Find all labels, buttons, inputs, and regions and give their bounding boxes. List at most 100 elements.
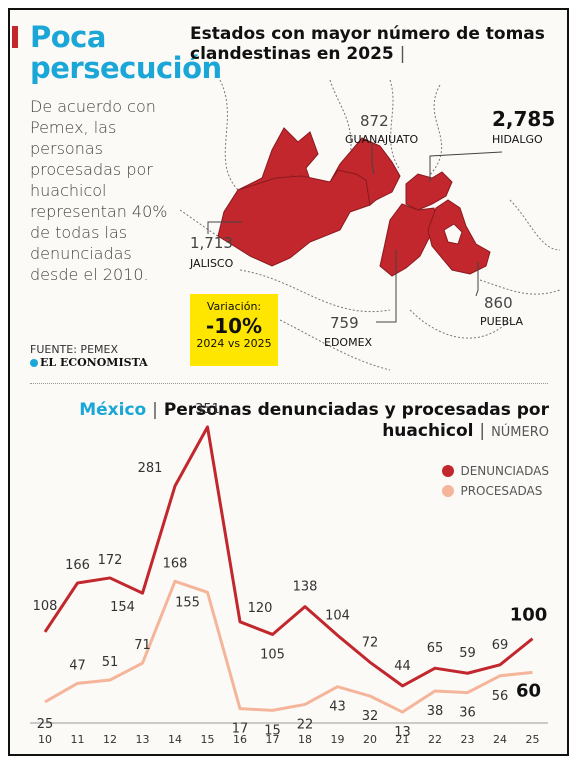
- data-label-procesadas: 51: [102, 655, 119, 670]
- section-divider: [30, 383, 548, 384]
- chart-title-text: Personas denunciadas y procesadas por hu…: [163, 400, 549, 441]
- state-value-guanajuato: 872: [360, 112, 389, 130]
- data-label-denunciadas: 65: [427, 641, 444, 656]
- data-label-procesadas: 43: [329, 700, 346, 715]
- state-borders: [180, 80, 560, 371]
- x-tick-label: 23: [461, 733, 475, 746]
- state-name-hidalgo: HIDALGO: [492, 133, 543, 146]
- data-label-procesadas: 13: [394, 725, 411, 740]
- x-tick-label: 10: [38, 733, 52, 746]
- data-label-denunciadas: 281: [138, 461, 163, 476]
- map-labels: 2,785 HIDALGO 1,713 JALISCO 872 GUANAJUA…: [189, 107, 555, 349]
- state-value-hidalgo: 2,785: [492, 107, 555, 131]
- x-tick-label: 20: [363, 733, 377, 746]
- x-tick-label: 11: [71, 733, 85, 746]
- data-label-procesadas: 71: [134, 638, 151, 653]
- data-label-denunciadas: 69: [492, 638, 509, 653]
- leader-lines: [207, 142, 503, 323]
- map-title-text: Estados con mayor número de tomas clande…: [190, 24, 545, 64]
- data-label-denunciadas: 351: [195, 402, 220, 417]
- chart-unit: NÚMERO: [491, 425, 549, 440]
- x-tick-label: 16: [233, 733, 247, 746]
- data-label-procesadas: 56: [492, 689, 509, 704]
- series-line-procesadas: [44, 579, 533, 714]
- x-tick-label: 13: [136, 733, 150, 746]
- chart-title-region: México: [79, 400, 147, 420]
- data-label-denunciadas: 44: [394, 659, 411, 674]
- legend-item-procesadas: PROCESADAS: [442, 484, 549, 498]
- legend-label-denunciadas: DENUNCIADAS: [460, 464, 549, 478]
- state-edomex: [379, 203, 439, 277]
- state-hidalgo: [405, 171, 453, 211]
- chart-legend: DENUNCIADAS PROCESADAS: [442, 464, 549, 504]
- data-label-denunciadas: 100: [510, 605, 548, 626]
- x-tick-label: 19: [331, 733, 345, 746]
- map-title: Estados con mayor número de tomas clande…: [190, 24, 550, 64]
- data-label-denunciadas: 166: [65, 558, 90, 573]
- brand-logo: EL ECONOMISTA: [30, 356, 148, 369]
- data-label-denunciadas: 104: [325, 608, 350, 623]
- data-label-procesadas: 17: [232, 722, 249, 737]
- x-tick-label: 22: [428, 733, 442, 746]
- state-value-jalisco: 1,713: [190, 234, 233, 252]
- chart-title: México | Personas denunciadas y procesad…: [0, 400, 549, 443]
- data-label-procesadas: 32: [362, 709, 379, 724]
- data-label-procesadas: 168: [163, 556, 188, 571]
- x-tick-label: 12: [103, 733, 117, 746]
- chart-title-separator: |: [152, 400, 158, 420]
- x-tick-label: 18: [298, 733, 312, 746]
- state-tlaxcala-gap: [443, 223, 463, 245]
- data-label-denunciadas: 72: [362, 635, 379, 650]
- state-name-edomex: EDOMEX: [324, 336, 373, 349]
- state-guanajuato: [329, 137, 401, 206]
- data-label-procesadas: 25: [37, 717, 54, 732]
- x-tick-label: 17: [266, 733, 280, 746]
- series-line-denunciadas: [43, 425, 534, 688]
- data-label-procesadas: 47: [69, 658, 86, 673]
- legend-swatch-procesadas: [442, 485, 455, 497]
- state-value-puebla: 860: [484, 294, 513, 312]
- x-tick-label: 24: [493, 733, 507, 746]
- variation-period: 2024 vs 2025: [196, 337, 272, 350]
- data-label-denunciadas: 120: [248, 601, 273, 616]
- data-label-denunciadas: 105: [260, 647, 285, 662]
- state-name-guanajuato: GUANAJUATO: [345, 133, 419, 146]
- variation-value: -10%: [205, 314, 263, 338]
- legend-swatch-denunciadas: [442, 465, 455, 477]
- variation-box: Variación: -10% 2024 vs 2025: [190, 294, 278, 366]
- state-name-jalisco: JALISCO: [189, 257, 234, 270]
- headline-accent-bar: [12, 26, 18, 48]
- state-jalisco-south: [217, 169, 371, 267]
- data-label-procesadas: 155: [175, 595, 200, 610]
- data-label-denunciadas: 138: [293, 580, 318, 595]
- mexico-map: 2,785 HIDALGO 1,713 JALISCO 872 GUANAJUA…: [180, 80, 560, 371]
- x-tick-label: 14: [168, 733, 182, 746]
- brand-name: EL ECONOMISTA: [40, 356, 148, 369]
- variation-label: Variación:: [206, 300, 262, 313]
- x-tick-label: 15: [201, 733, 215, 746]
- data-label-denunciadas: 172: [98, 553, 123, 568]
- headline: Poca persecución: [30, 22, 222, 84]
- state-name-puebla: PUEBLA: [480, 315, 524, 328]
- title-separator: |: [399, 44, 406, 64]
- unit-separator: |: [479, 421, 486, 441]
- data-label-procesadas: 38: [427, 704, 444, 719]
- intro-text: De acuerdo con Pemex, las personas proce…: [30, 97, 168, 284]
- data-label-procesadas: 22: [297, 717, 314, 732]
- data-label-denunciadas: 108: [33, 599, 58, 614]
- data-label-procesadas: 60: [516, 680, 541, 701]
- headline-line-2: persecución: [30, 51, 222, 85]
- x-tick-label: 21: [396, 733, 410, 746]
- x-tick-label: 25: [526, 733, 540, 746]
- source-note: FUENTE: PEMEX: [30, 343, 118, 356]
- state-value-edomex: 759: [330, 314, 359, 332]
- data-label-procesadas: 15: [264, 723, 281, 738]
- data-label-procesadas: 36: [459, 706, 476, 721]
- legend-label-procesadas: PROCESADAS: [460, 484, 543, 498]
- headline-line-1: Poca: [30, 20, 106, 54]
- legend-item-denunciadas: DENUNCIADAS: [442, 464, 549, 478]
- brand-dot-icon: [30, 359, 38, 367]
- data-label-denunciadas: 59: [459, 646, 476, 661]
- data-label-denunciadas: 154: [110, 600, 135, 615]
